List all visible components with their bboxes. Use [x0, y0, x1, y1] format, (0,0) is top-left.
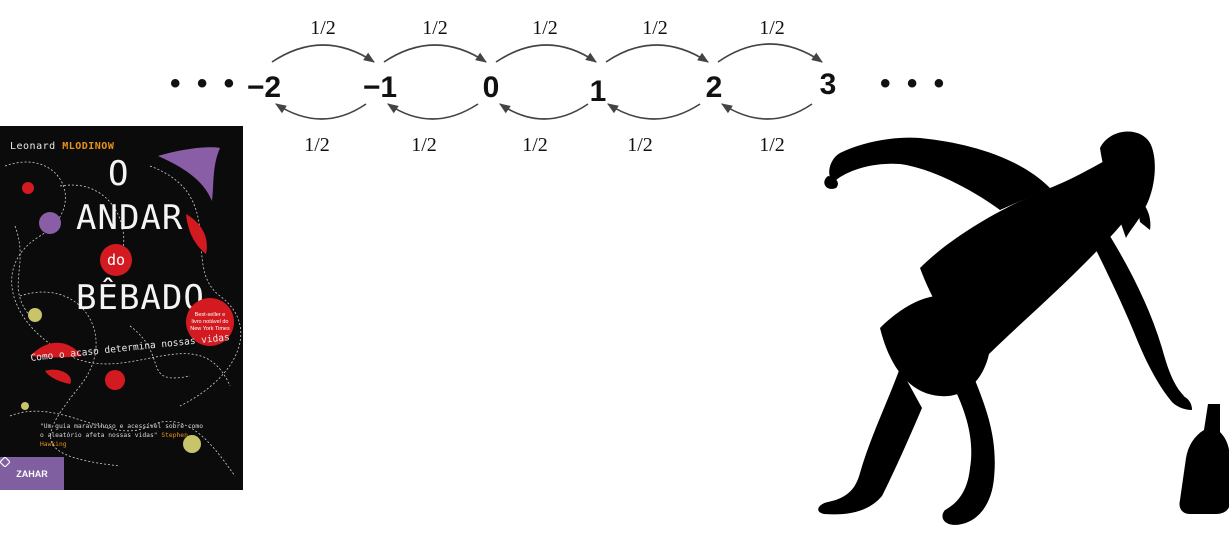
transition-probability-bottom: 1/2: [759, 134, 785, 156]
transition-probability-top: 1/2: [642, 17, 668, 39]
arrow-backward: [387, 103, 479, 120]
book-cover: Leonard MLODINOW O ANDAR do BÊBADO Best-…: [0, 126, 243, 490]
right-ellipsis: • • •: [880, 67, 948, 100]
arrow-forward: [383, 44, 487, 63]
book-title-line4: BÊBADO: [76, 278, 205, 318]
transition-probability-top: 1/2: [532, 17, 558, 39]
state-minus-1: −1: [363, 71, 397, 104]
book-author: Leonard MLODINOW: [10, 141, 115, 152]
book-quote: "Um guia maravilhoso e acessível sobre c…: [40, 423, 204, 448]
state-0: 0: [483, 71, 500, 104]
arrow-backward: [499, 103, 589, 120]
arrow-forward: [271, 44, 375, 63]
publisher-logo-icon: [0, 457, 10, 467]
state-minus-2: −2: [247, 71, 281, 104]
arrow-backward: [275, 103, 367, 120]
transition-probability-bottom: 1/2: [522, 134, 548, 156]
arrow-backward: [607, 103, 701, 120]
transition-probability-top: 1/2: [422, 17, 448, 39]
transition-probability-top: 1/2: [310, 17, 336, 39]
book-badge: Best-seller e livro notável do New York …: [186, 298, 234, 346]
book-title-line3: do: [100, 244, 132, 276]
book-cover-artwork: [4, 147, 242, 477]
book-title-line1: O: [108, 154, 130, 194]
arrow-forward: [717, 43, 823, 63]
left-ellipsis: • • •: [170, 67, 238, 100]
state-3: 3: [820, 68, 837, 101]
state-1: 1: [590, 75, 607, 108]
arrow-forward: [605, 44, 709, 63]
book-title-line2: ANDAR: [76, 198, 184, 238]
arrow-backward: [721, 103, 813, 120]
drunk-man-with-bottle-icon: [818, 131, 1229, 525]
transition-probability-top: 1/2: [759, 17, 785, 39]
state-2: 2: [706, 71, 723, 104]
transition-probability-bottom: 1/2: [627, 134, 653, 156]
book-publisher: ZAHAR: [0, 457, 64, 490]
transition-probability-bottom: 1/2: [411, 134, 437, 156]
transition-probability-bottom: 1/2: [304, 134, 330, 156]
arrow-forward: [495, 44, 597, 63]
